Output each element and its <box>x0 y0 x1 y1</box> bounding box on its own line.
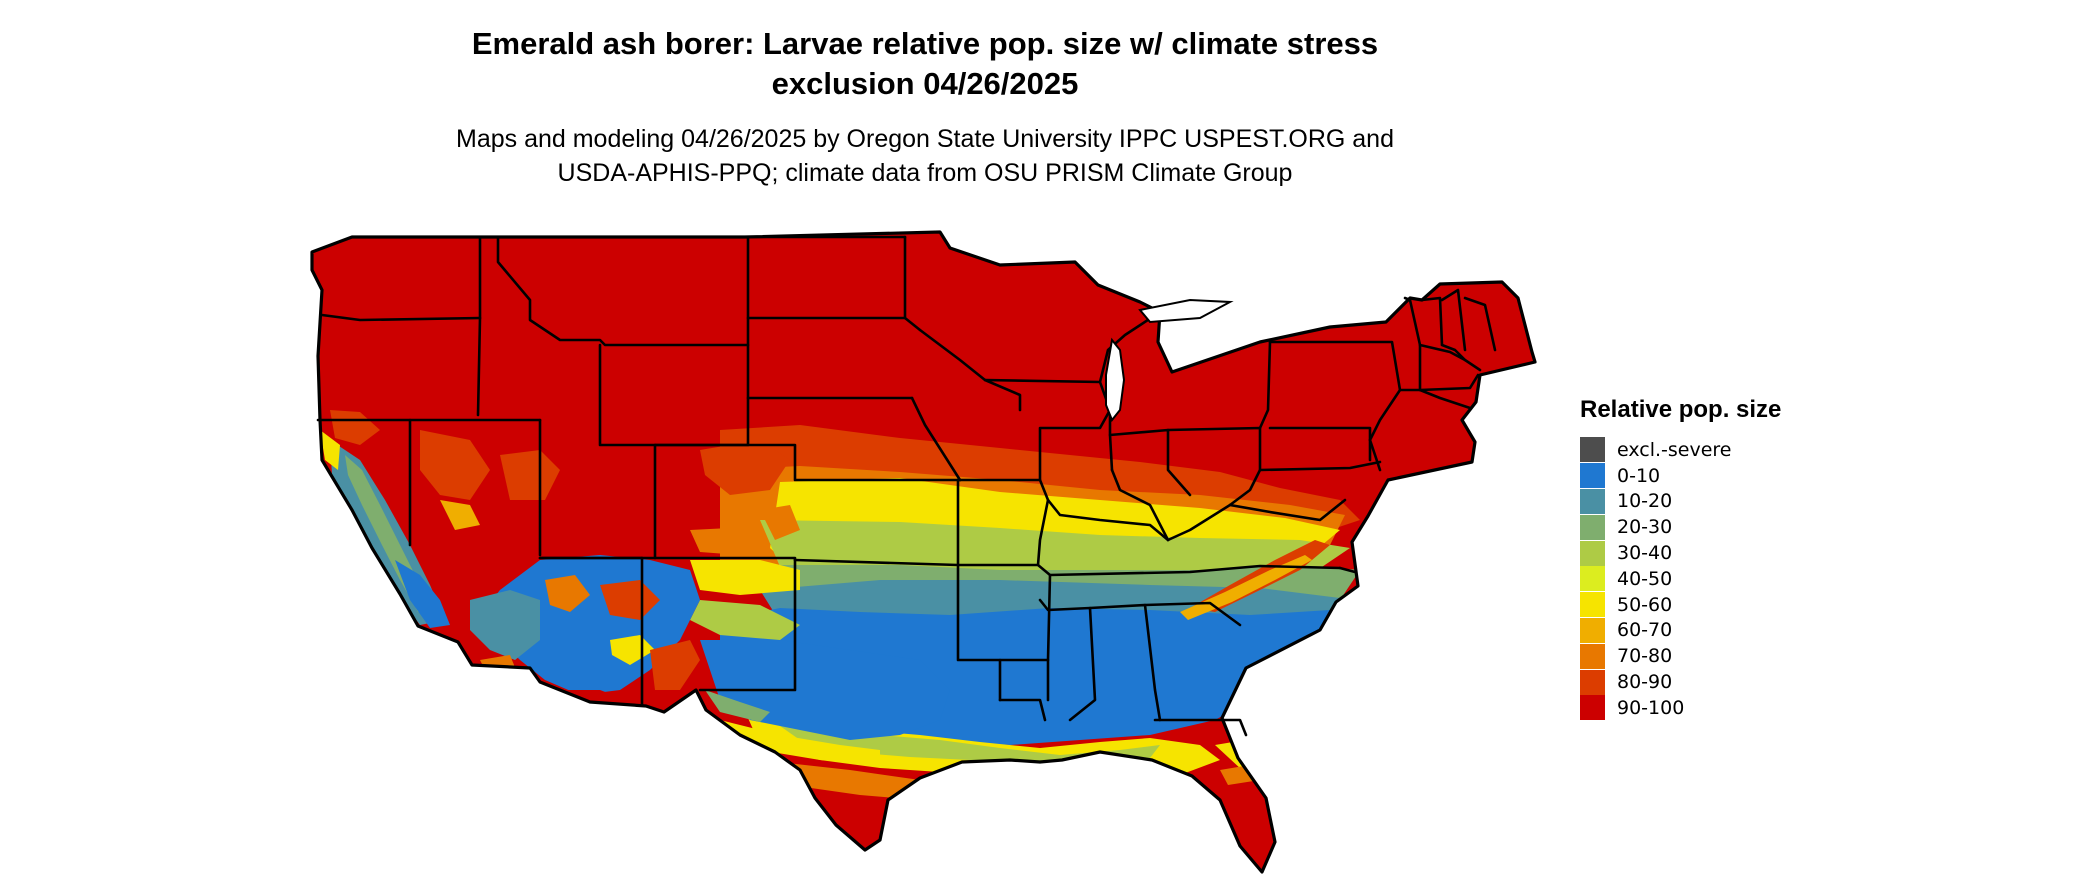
legend-item: 20-30 <box>1580 514 1781 540</box>
legend-label-excl-severe: excl.-severe <box>1617 438 1732 461</box>
legend-label-80-90: 80-90 <box>1617 671 1673 694</box>
subtitle-line-2: USDA-APHIS-PPQ; climate data from OSU PR… <box>557 159 1293 187</box>
legend-swatch-20-30 <box>1580 514 1605 540</box>
legend-item: 60-70 <box>1580 617 1781 644</box>
map-legend: Relative pop. size excl.-severe 0-10 10-… <box>1580 395 1781 721</box>
title-line-1: Emerald ash borer: Larvae relative pop. … <box>471 26 1379 61</box>
legend-label-60-70: 60-70 <box>1617 619 1673 642</box>
legend-item: 10-20 <box>1580 488 1781 515</box>
legend-swatch-10-20 <box>1580 488 1605 514</box>
legend-item: 90-100 <box>1580 695 1781 721</box>
legend-item: 80-90 <box>1580 669 1781 695</box>
legend-item: 70-80 <box>1580 643 1781 669</box>
legend-swatch-30-40 <box>1580 540 1605 566</box>
legend-item: excl.-severe <box>1580 437 1781 463</box>
legend-label-50-60: 50-60 <box>1617 593 1673 616</box>
legend-label-0-10: 0-10 <box>1617 464 1661 487</box>
legend-swatch-50-60 <box>1580 592 1605 618</box>
heat-zones <box>312 232 1535 872</box>
legend-label-90-100: 90-100 <box>1617 696 1685 719</box>
map-subtitle: Maps and modeling 04/26/2025 by Oregon S… <box>375 122 1475 190</box>
legend-label-70-80: 70-80 <box>1617 645 1673 668</box>
legend-item: 40-50 <box>1580 566 1781 592</box>
title-line-2: exclusion 04/26/2025 <box>771 66 1079 101</box>
legend-swatch-40-50 <box>1580 566 1605 592</box>
us-map <box>310 230 1537 874</box>
legend-swatch-0-10 <box>1580 463 1605 489</box>
legend-label-20-30: 20-30 <box>1617 516 1673 539</box>
legend-swatch-60-70 <box>1580 617 1605 643</box>
legend-item: 0-10 <box>1580 463 1781 489</box>
legend-item: 50-60 <box>1580 592 1781 618</box>
legend-title: Relative pop. size <box>1580 396 1782 423</box>
legend-label-10-20: 10-20 <box>1617 490 1673 513</box>
legend-swatch-80-90 <box>1580 669 1605 695</box>
state-borders <box>310 230 1537 874</box>
subtitle-line-1: Maps and modeling 04/26/2025 by Oregon S… <box>456 125 1394 153</box>
legend-swatch-70-80 <box>1580 643 1605 669</box>
legend-swatch-90-100 <box>1580 695 1605 721</box>
legend-item: 30-40 <box>1580 540 1781 566</box>
legend-label-40-50: 40-50 <box>1617 567 1673 590</box>
great-lakes <box>1105 298 1234 422</box>
legend-items: excl.-severe 0-10 10-20 20-30 30-40 40-5… <box>1580 437 1781 721</box>
legend-label-30-40: 30-40 <box>1617 542 1673 565</box>
map-title: Emerald ash borer: Larvae relative pop. … <box>375 24 1475 104</box>
legend-swatch-excl-severe <box>1580 437 1605 463</box>
